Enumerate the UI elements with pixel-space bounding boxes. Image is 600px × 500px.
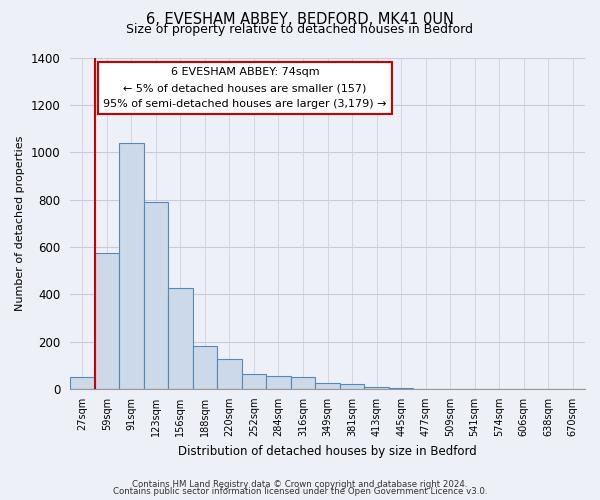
Bar [193,346,217,389]
Text: Contains HM Land Registry data © Crown copyright and database right 2024.: Contains HM Land Registry data © Crown c… [132,480,468,489]
Text: 6, EVESHAM ABBEY, BEDFORD, MK41 0UN: 6, EVESHAM ABBEY, BEDFORD, MK41 0UN [146,12,454,28]
Text: Contains public sector information licensed under the Open Government Licence v3: Contains public sector information licen… [113,488,487,496]
Bar [340,384,364,389]
Bar [70,377,95,389]
X-axis label: Distribution of detached houses by size in Bedford: Distribution of detached houses by size … [178,444,477,458]
Text: 6 EVESHAM ABBEY: 74sqm
← 5% of detached houses are smaller (157)
95% of semi-det: 6 EVESHAM ABBEY: 74sqm ← 5% of detached … [103,68,387,108]
Bar [143,202,168,389]
Bar [242,374,266,389]
Bar [315,383,340,389]
Y-axis label: Number of detached properties: Number of detached properties [15,136,25,311]
Bar [266,376,291,389]
Bar [168,288,193,389]
Bar [389,388,413,389]
Bar [217,360,242,389]
Bar [364,386,389,389]
Bar [119,143,143,389]
Bar [95,253,119,389]
Bar [291,377,315,389]
Text: Size of property relative to detached houses in Bedford: Size of property relative to detached ho… [127,22,473,36]
